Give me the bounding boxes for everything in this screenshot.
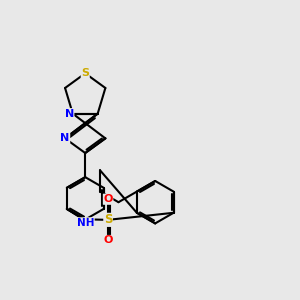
Text: O: O: [103, 194, 113, 204]
Text: N: N: [60, 134, 70, 143]
Text: S: S: [104, 213, 112, 226]
Text: S: S: [81, 68, 89, 78]
Text: O: O: [103, 236, 113, 245]
Text: NH: NH: [77, 218, 94, 228]
Text: N: N: [64, 109, 74, 119]
